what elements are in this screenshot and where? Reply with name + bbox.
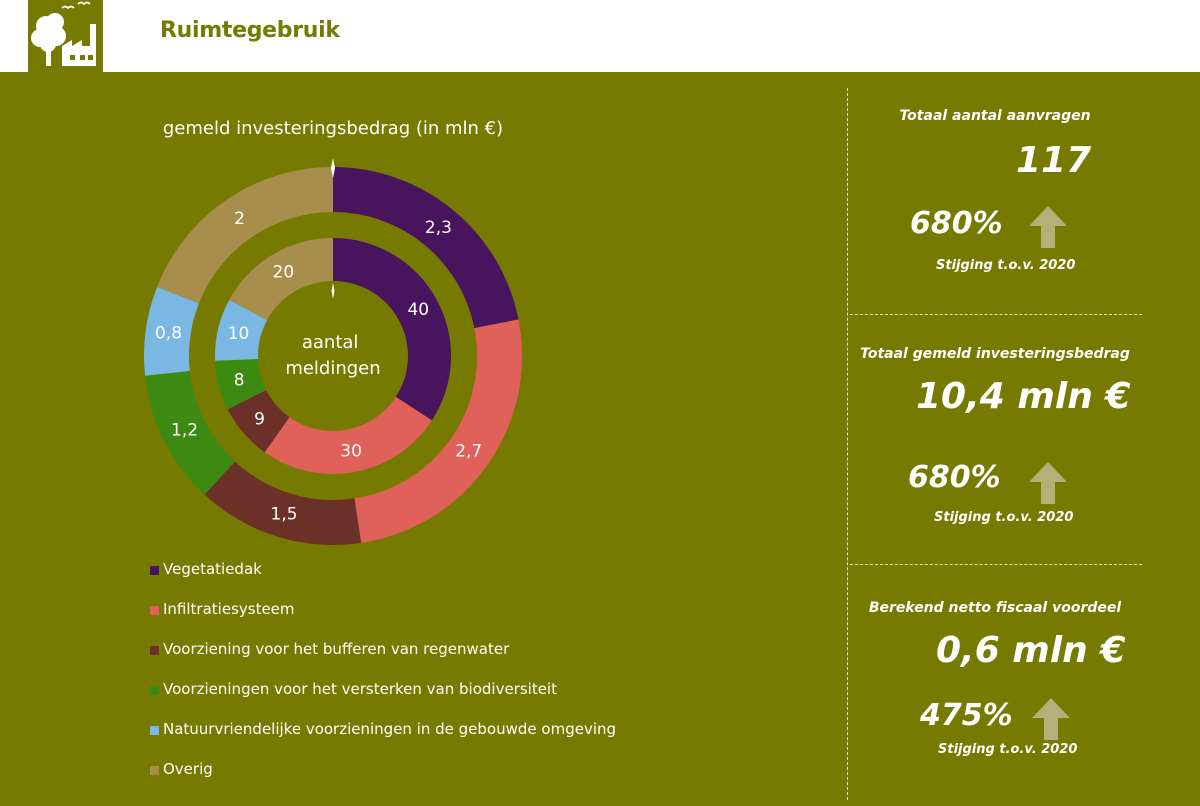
stat-change: 680% <box>910 206 1003 241</box>
stat-label: Totaal aantal aanvragen <box>899 108 1091 124</box>
legend-item: Infiltratiesysteem <box>150 600 790 640</box>
legend-label: Overig <box>163 760 213 778</box>
stat-card-requests: Totaal aantal aanvragen 117 680% Stijgin… <box>850 88 1140 328</box>
legend-swatch <box>150 766 159 775</box>
inner-slice-label-5: 20 <box>273 263 295 283</box>
legend-swatch <box>150 646 159 655</box>
legend-swatch <box>150 686 159 695</box>
stat-change-note: Stijging t.o.v. 2020 <box>938 742 1078 757</box>
inner-slice-label-4: 10 <box>228 324 250 344</box>
stat-change-note: Stijging t.o.v. 2020 <box>936 258 1076 273</box>
legend-label: Infiltratiesysteem <box>163 600 295 618</box>
inner-slice-2 <box>227 389 290 453</box>
outer-ring: 2,3 2,7 1,5 1,2 0,8 2 <box>144 167 523 545</box>
center-label-line1: aantal <box>302 332 359 353</box>
stat-card-fiscal: Berekend netto fiscaal voordeel 0,6 mln … <box>850 566 1140 806</box>
stat-change: 475% <box>920 698 1013 733</box>
legend-item: Overig <box>150 760 790 800</box>
vertical-divider <box>847 88 848 800</box>
horizontal-divider <box>850 564 1142 565</box>
legend-label: Vegetatiedak <box>163 560 262 578</box>
chart-legend: Vegetatiedak Infiltratiesysteem Voorzienin… <box>150 560 790 800</box>
outer-slice-3 <box>145 371 236 495</box>
legend-item: Voorziening voor het bufferen van regenw… <box>150 640 790 680</box>
inner-slice-label-1: 30 <box>340 441 362 461</box>
inner-slice-1 <box>264 396 432 475</box>
inner-slice-label-2: 9 <box>254 409 265 429</box>
stat-label: Totaal gemeld investeringsbedrag <box>860 346 1130 362</box>
legend-label: Voorzieningen voor het versterken van bi… <box>163 680 557 698</box>
center-label-line2: meldingen <box>285 358 380 379</box>
arrow-up-icon <box>1029 462 1067 504</box>
outer-slice-label-1: 2,7 <box>455 442 482 462</box>
page-title: Ruimtegebruik <box>160 18 340 43</box>
stat-card-investment: Totaal gemeld investeringsbedrag 10,4 ml… <box>850 316 1140 556</box>
outer-slice-2 <box>204 461 362 545</box>
outer-slice-label-0: 2,3 <box>425 218 452 238</box>
inner-slice-3 <box>215 359 267 410</box>
legend-label: Natuurvriendelijke voorzieningen in de g… <box>163 720 617 738</box>
horizontal-divider <box>850 314 1142 315</box>
outer-slice-label-5: 2 <box>234 209 245 229</box>
outer-slice-4 <box>144 286 199 376</box>
stat-change-note: Stijging t.o.v. 2020 <box>934 510 1074 525</box>
legend-label: Voorziening voor het bufferen van regenw… <box>163 640 510 658</box>
inner-top-marker <box>331 283 335 299</box>
outer-slice-5 <box>157 167 333 304</box>
arrow-up-icon <box>1032 698 1070 740</box>
legend-item: Vegetatiedak <box>150 560 790 600</box>
outer-slice-label-3: 1,2 <box>171 420 198 440</box>
nested-donut-chart: gemeld investeringsbedrag (in mln €) 2,3… <box>144 118 523 545</box>
stat-change: 680% <box>908 460 1001 495</box>
outer-slice-0 <box>333 167 519 329</box>
inner-slice-label-3: 8 <box>234 370 245 390</box>
outer-slice-1 <box>354 319 523 543</box>
center-label: aantal meldingen <box>285 332 380 379</box>
outer-slice-label-2: 1,5 <box>271 505 298 525</box>
legend-swatch <box>150 566 159 575</box>
top-marker <box>331 158 335 178</box>
legend-swatch <box>150 726 159 735</box>
stat-value: 10,4 mln € <box>916 376 1131 417</box>
header-bar: Ruimtegebruik <box>0 0 1200 72</box>
legend-item: Voorzieningen voor het versterken van bi… <box>150 680 790 720</box>
stat-value: 0,6 mln € <box>936 630 1126 671</box>
legend-item: Natuurvriendelijke voorzieningen in de g… <box>150 720 790 760</box>
arrow-up-icon <box>1029 206 1067 248</box>
chart-title: gemeld investeringsbedrag (in mln €) <box>163 118 503 139</box>
inner-slice-0 <box>333 238 452 421</box>
legend-swatch <box>150 606 159 615</box>
outer-slice-label-4: 0,8 <box>155 324 182 344</box>
stat-label: Berekend netto fiscaal voordeel <box>868 600 1122 616</box>
inner-slice-label-0: 40 <box>407 300 429 320</box>
inner-ring: 40 30 98 10 20 <box>215 238 452 475</box>
inner-slice-4 <box>215 299 268 361</box>
inner-slice-5 <box>229 238 333 321</box>
stat-value: 117 <box>1016 140 1092 181</box>
tree-factory-icon <box>28 0 103 72</box>
